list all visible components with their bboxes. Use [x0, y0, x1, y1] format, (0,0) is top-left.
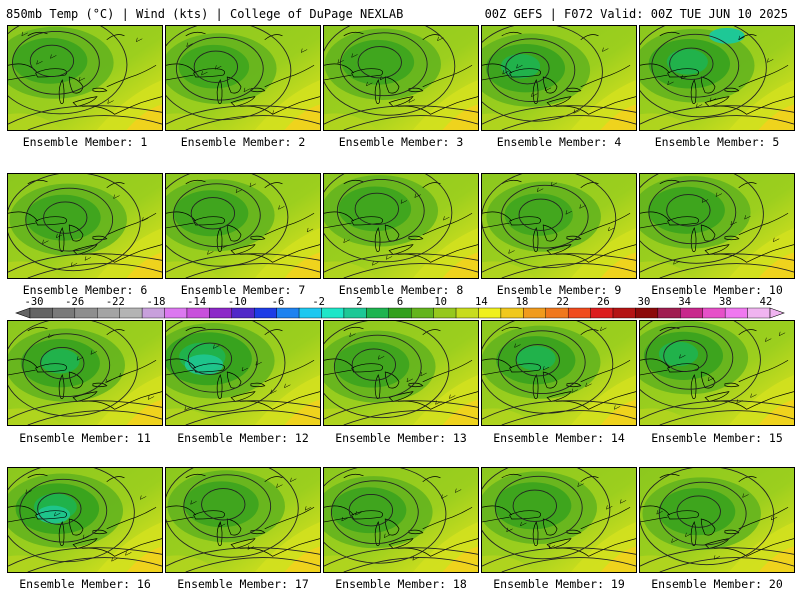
- colorbar-bin: [321, 307, 345, 319]
- ensemble-member-label: Ensemble Member: 7: [180, 283, 306, 297]
- ensemble-member-map: [639, 25, 795, 131]
- ensemble-member-map: [7, 467, 163, 573]
- ensemble-member-label: Ensemble Member: 17: [177, 577, 309, 591]
- colorbar-tick-label: 30: [637, 296, 651, 308]
- ensemble-member-label: Ensemble Member: 10: [651, 283, 783, 297]
- colorbar-bin: [276, 307, 300, 319]
- colorbar-bin: [724, 307, 748, 319]
- colorbar-bin: [680, 307, 703, 319]
- colorbar-bin: [97, 307, 120, 319]
- colorbar-right-arrow: [769, 307, 785, 319]
- ensemble-member-map: [7, 173, 163, 279]
- colorbar-bin: [52, 307, 76, 319]
- colorbar-tick-label: 34: [678, 296, 691, 308]
- colorbar-bin: [186, 307, 210, 319]
- colorbar-bin: [590, 307, 614, 319]
- colorbar-bin: [747, 307, 771, 319]
- ensemble-member-label: Ensemble Member: 2: [180, 135, 306, 149]
- ensemble-member-label: Ensemble Member: 19: [493, 577, 625, 591]
- ensemble-member-label: Ensemble Member: 18: [335, 577, 467, 591]
- map-title: 850mb Temp (°C) | Wind (kts) | College o…: [6, 7, 404, 21]
- ensemble-member-map: [165, 467, 321, 573]
- ensemble-member-label: Ensemble Member: 15: [651, 431, 783, 445]
- colorbar-bin: [702, 307, 726, 319]
- colorbar-bin: [612, 307, 636, 319]
- ensemble-member-map: [165, 173, 321, 279]
- ensemble-member-map: [323, 320, 479, 426]
- colorbar-bin: [164, 307, 188, 319]
- colorbar-tick-label: -22: [105, 296, 125, 308]
- ensemble-member-map: [323, 173, 479, 279]
- colorbar-bin: [29, 307, 53, 319]
- colorbar-bin: [343, 307, 367, 319]
- colorbar-left-arrow: [15, 307, 31, 319]
- ensemble-member-label: Ensemble Member: 6: [22, 283, 148, 297]
- ensemble-member-label: Ensemble Member: 5: [654, 135, 780, 149]
- colorbar-tick-label: -30: [24, 296, 44, 308]
- ensemble-member-map: [7, 320, 163, 426]
- colorbar-tick-label: -26: [65, 296, 85, 308]
- ensemble-member-map: [165, 25, 321, 131]
- ensemble-member-map: [323, 25, 479, 131]
- colorbar-tick-label: -2: [312, 296, 325, 308]
- ensemble-member-map: [165, 320, 321, 426]
- ensemble-member-map: [639, 320, 795, 426]
- model-run-info: 00Z GEFS | F072 Valid: 00Z TUE JUN 10 20…: [484, 7, 788, 21]
- colorbar-tick-label: 26: [597, 296, 610, 308]
- ensemble-member-map: [481, 467, 637, 573]
- ensemble-member-map: [323, 467, 479, 573]
- ensemble-member-label: Ensemble Member: 1: [22, 135, 148, 149]
- colorbar-tick-label: 42: [759, 296, 773, 308]
- colorbar-bin: [478, 307, 502, 319]
- colorbar-tick-label: -18: [146, 296, 166, 308]
- ensemble-member-map: [7, 25, 163, 131]
- colorbar-bin: [567, 307, 591, 319]
- colorbar-tick-label: -6: [271, 296, 285, 308]
- ensemble-member-label: Ensemble Member: 20: [651, 577, 783, 591]
- colorbar-bin: [119, 307, 143, 319]
- colorbar-tick-label: 6: [396, 296, 404, 308]
- colorbar-bin: [411, 307, 434, 319]
- ensemble-member-label: Ensemble Member: 12: [177, 431, 309, 445]
- colorbar-bin: [523, 307, 546, 319]
- colorbar-bin: [74, 307, 98, 319]
- ensemble-member-label: Ensemble Member: 9: [496, 283, 622, 297]
- colorbar-bin: [500, 307, 524, 319]
- colorbar-bin: [433, 307, 457, 319]
- ensemble-member-label: Ensemble Member: 11: [19, 431, 151, 445]
- colorbar-bin: [657, 307, 681, 319]
- ensemble-member-label: Ensemble Member: 16: [19, 577, 151, 591]
- colorbar-bin: [254, 307, 277, 319]
- colorbar-tick-label: 10: [434, 296, 447, 308]
- colorbar-scale: [15, 307, 785, 319]
- colorbar-bin: [231, 307, 255, 319]
- colorbar-tick-label: 2: [356, 296, 363, 308]
- colorbar-bin: [455, 307, 479, 319]
- colorbar-tick-label: 18: [515, 296, 529, 308]
- colorbar-tick-label: 14: [475, 296, 488, 308]
- ensemble-member-map: [639, 467, 795, 573]
- colorbar-bin: [635, 307, 659, 319]
- colorbar-bin: [545, 307, 569, 319]
- colorbar-tick-label: -10: [227, 296, 247, 308]
- temperature-colorbar: -30 -26 -22 -18 -14 -10 -6 -2 2 6 10 14 18 22 26 30 34 38…: [0, 296, 800, 320]
- ensemble-member-map: [481, 25, 637, 131]
- ensemble-member-map: [481, 320, 637, 426]
- colorbar-tick-label: 38: [719, 296, 732, 308]
- ensemble-member-label: Ensemble Member: 14: [493, 431, 625, 445]
- ensemble-member-label: Ensemble Member: 3: [338, 135, 464, 149]
- colorbar-tick-label: -14: [187, 296, 207, 308]
- colorbar-bin: [141, 307, 165, 319]
- ensemble-member-map: [639, 173, 795, 279]
- ensemble-member-label: Ensemble Member: 8: [338, 283, 464, 297]
- ensemble-member-label: Ensemble Member: 4: [496, 135, 622, 149]
- ensemble-member-label: Ensemble Member: 13: [335, 431, 467, 445]
- colorbar-tick-label: 22: [556, 296, 569, 308]
- colorbar-bin: [366, 307, 389, 319]
- ensemble-member-map: [481, 173, 637, 279]
- colorbar-bin: [209, 307, 233, 319]
- colorbar-bin: [298, 307, 322, 319]
- colorbar-bin: [388, 307, 412, 319]
